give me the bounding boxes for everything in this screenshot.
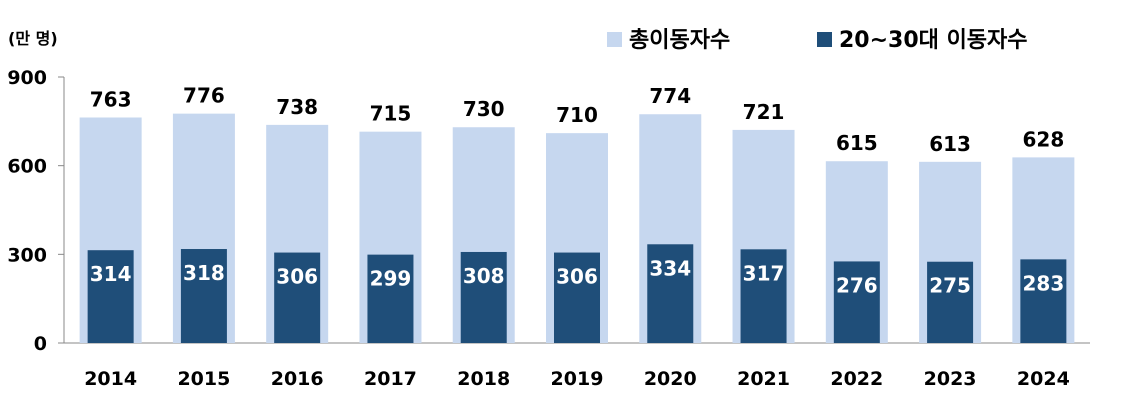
data-labels: 763 314 776 318 738 306 715 299 730 308 710 306 774 3… [90, 84, 1064, 298]
x-tick-label: 2020 [644, 368, 697, 390]
x-tick-label: 2018 [457, 368, 510, 390]
legend-label-total: 총이동자수 [629, 28, 730, 53]
bar-young [927, 261, 974, 343]
data-label-young: 283 [1022, 271, 1064, 295]
x-tick-label: 2021 [737, 368, 790, 390]
bar-young [647, 244, 694, 343]
x-tick-label: 2024 [1017, 368, 1070, 390]
bar-young [740, 249, 787, 343]
data-label-young: 306 [276, 265, 318, 289]
legend-swatch-young [817, 32, 832, 47]
x-tick-label: 2015 [177, 368, 230, 390]
data-label-young: 317 [743, 261, 785, 285]
axes: 0 300 600 900 2014 2015 2016 2017 2018 2019 2020 20… [7, 67, 1090, 390]
bar-young [367, 254, 414, 343]
data-label-total: 774 [649, 84, 691, 108]
bar-young [274, 252, 321, 343]
bar-young [460, 251, 507, 343]
y-tick-label: 300 [7, 244, 47, 266]
data-label-total: 613 [929, 132, 971, 156]
x-tick-label: 2019 [551, 368, 604, 390]
y-tick-label: 600 [7, 156, 47, 178]
data-label-young: 314 [90, 262, 132, 286]
data-label-total: 710 [556, 103, 598, 127]
data-label-total: 615 [836, 131, 878, 155]
legend: 총이동자수 20~30대 이동자수 [607, 28, 1028, 53]
x-tick-label: 2023 [924, 368, 977, 390]
y-tick-label: 900 [7, 67, 47, 89]
legend-label-young: 20~30대 이동자수 [839, 28, 1028, 53]
data-label-total: 715 [370, 102, 412, 126]
x-tick-label: 2016 [271, 368, 324, 390]
y-axis-unit-label: (만 명) [8, 29, 58, 48]
data-label-young: 299 [370, 267, 412, 291]
bar-young [180, 249, 227, 343]
data-label-total: 776 [183, 84, 225, 108]
bar-young [1020, 259, 1067, 343]
bar-young [554, 252, 600, 343]
x-tick-label: 2017 [364, 368, 417, 390]
data-label-young: 306 [556, 265, 598, 289]
data-label-young: 334 [649, 256, 691, 280]
x-tick-label: 2022 [830, 368, 883, 390]
data-label-total: 738 [276, 95, 318, 119]
x-tick-label: 2014 [84, 368, 137, 390]
data-label-total: 721 [743, 100, 785, 124]
bar-young [833, 261, 880, 343]
data-label-young: 318 [183, 261, 225, 285]
data-label-total: 628 [1022, 127, 1064, 151]
bars [79, 113, 1075, 344]
data-label-young: 276 [836, 273, 878, 297]
data-label-total: 763 [90, 87, 132, 111]
bar-young [87, 250, 134, 343]
legend-swatch-total [607, 32, 622, 47]
data-label-total: 730 [463, 97, 505, 121]
y-tick-label: 0 [34, 333, 47, 355]
data-label-young: 308 [463, 264, 505, 288]
data-label-young: 275 [929, 274, 971, 298]
